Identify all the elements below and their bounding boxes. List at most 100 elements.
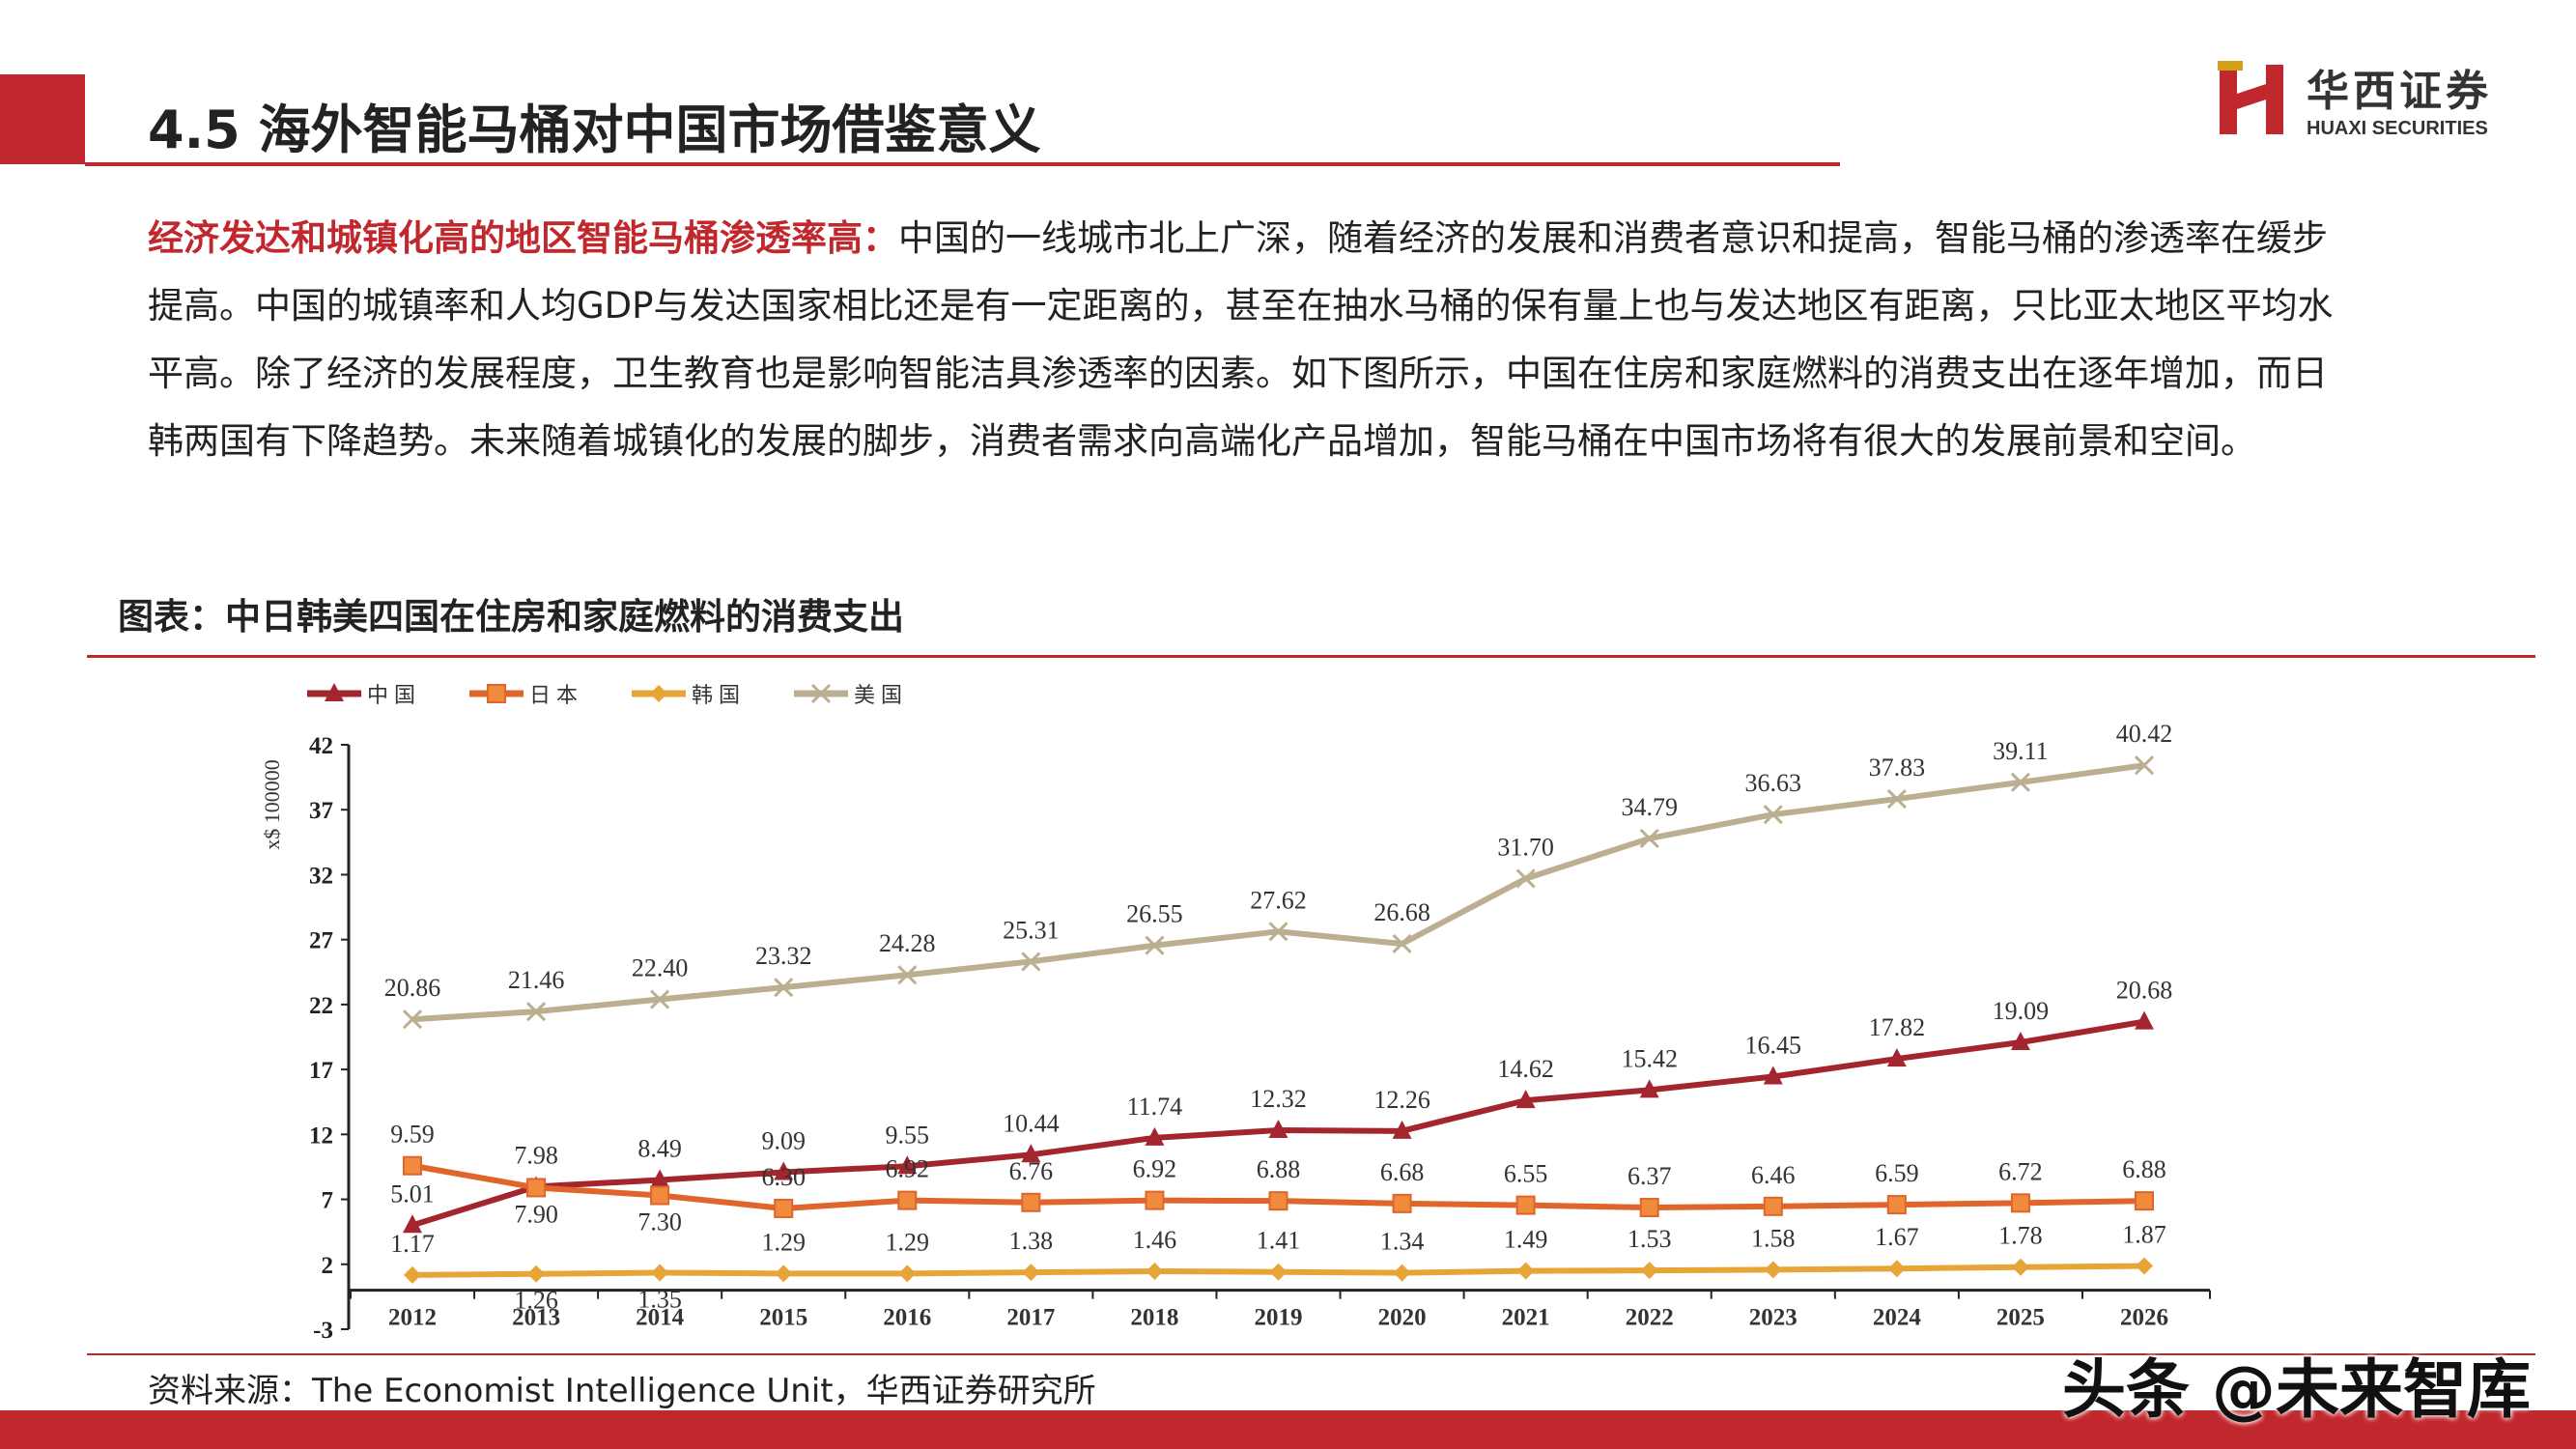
- data-label-0: 10.44: [1003, 1109, 1060, 1137]
- data-point-0: [2135, 1010, 2154, 1030]
- data-label-0: 11.74: [1127, 1093, 1183, 1121]
- data-point-0: [1886, 1048, 1907, 1067]
- data-point-2: [1887, 1260, 1906, 1278]
- watermark: 头条 @未来智库: [2062, 1352, 2531, 1427]
- data-label-1: 6.30: [761, 1163, 806, 1191]
- body-paragraph: 经济发达和城镇化高的地区智能马桶渗透率高：中国的一线城市北上广深，随着经济的发展…: [148, 205, 2350, 475]
- data-label-1: 6.68: [1380, 1158, 1425, 1186]
- data-label-2: 1.46: [1133, 1226, 1177, 1254]
- data-point-0: [1268, 1120, 1288, 1139]
- highlight-text: 经济发达和城镇化高的地区智能马桶渗透率高：: [148, 217, 898, 259]
- title-divider: [85, 162, 1840, 166]
- data-point-3: [1145, 935, 1165, 955]
- caption-divider: [87, 655, 2535, 658]
- data-point-2: [898, 1264, 917, 1283]
- data-label-0: 5.01: [390, 1179, 435, 1208]
- x-tick-label: 2021: [1502, 1305, 1550, 1331]
- data-label-1: 6.88: [1257, 1155, 1301, 1183]
- data-label-0: 20.68: [2116, 977, 2173, 1005]
- x-tick-label: 2012: [388, 1305, 437, 1331]
- data-label-1: 9.59: [390, 1121, 435, 1149]
- x-tick-label: 2023: [1749, 1305, 1798, 1331]
- y-tick-label: 27: [309, 928, 333, 954]
- data-point-2: [1146, 1263, 1164, 1281]
- data-label-3: 25.31: [1003, 916, 1060, 944]
- data-point-2: [2011, 1258, 2029, 1276]
- data-label-3: 27.62: [1250, 886, 1307, 914]
- y-tick-label: 37: [309, 798, 333, 824]
- y-tick-label: 2: [322, 1253, 334, 1279]
- page-title: 4.5 海外智能马桶对中国市场借鉴意义: [148, 99, 1041, 160]
- data-point-1: [1021, 1192, 1041, 1212]
- legend-marker-icon: [487, 684, 506, 703]
- data-label-3: 24.28: [879, 929, 936, 957]
- data-point-0: [650, 1169, 670, 1188]
- data-label-0: 15.42: [1621, 1044, 1678, 1072]
- data-point-3: [2010, 772, 2030, 792]
- data-label-3: 21.46: [508, 966, 565, 994]
- data-label-1: 6.46: [1751, 1161, 1796, 1189]
- logo-cn-text: 华西证券: [2307, 67, 2492, 116]
- data-label-3: 22.40: [632, 954, 689, 982]
- data-label-0: 9.55: [886, 1121, 930, 1149]
- data-label-3: 26.68: [1373, 898, 1430, 926]
- data-point-3: [2134, 755, 2155, 776]
- data-point-2: [1269, 1263, 1288, 1281]
- data-label-1: 6.92: [1133, 1155, 1177, 1183]
- x-tick-label: 2025: [1996, 1305, 2045, 1331]
- x-tick-label: 2022: [1626, 1305, 1674, 1331]
- data-label-2: 1.53: [1628, 1225, 1672, 1253]
- data-label-2: 1.35: [637, 1286, 682, 1314]
- data-point-3: [1763, 805, 1783, 825]
- data-point-1: [1639, 1198, 1659, 1218]
- data-label-0: 14.62: [1497, 1055, 1554, 1083]
- data-point-2: [1764, 1261, 1782, 1279]
- data-point-0: [774, 1161, 794, 1180]
- data-label-0: 7.98: [514, 1141, 558, 1169]
- data-point-1: [2010, 1193, 2030, 1213]
- y-axis-label: x$ 100000: [260, 759, 284, 850]
- data-label-3: 40.42: [2116, 720, 2173, 748]
- source-divider: [87, 1353, 2535, 1355]
- y-tick-label: 12: [309, 1122, 333, 1149]
- data-label-3: 26.55: [1126, 900, 1183, 928]
- data-label-2: 1.58: [1751, 1224, 1796, 1252]
- data-point-3: [402, 1009, 423, 1030]
- data-label-0: 19.09: [1993, 997, 2050, 1025]
- data-point-0: [1392, 1120, 1412, 1139]
- data-point-1: [403, 1155, 422, 1176]
- data-point-1: [1886, 1195, 1907, 1215]
- legend-marker-icon: [650, 685, 667, 702]
- data-label-2: 1.17: [390, 1230, 435, 1258]
- legend-label: 美国: [854, 683, 908, 707]
- data-label-0: 17.82: [1869, 1013, 1926, 1041]
- data-point-2: [2136, 1257, 2153, 1275]
- data-label-2: 1.87: [2122, 1221, 2166, 1249]
- data-label-3: 39.11: [1993, 737, 2049, 765]
- legend-marker-icon: [325, 683, 344, 701]
- logo-en-text: HUAXI SECURITIES: [2307, 118, 2488, 139]
- data-point-0: [1145, 1126, 1165, 1146]
- legend-marker-icon: [810, 683, 832, 704]
- data-label-3: 20.86: [384, 974, 441, 1002]
- data-point-0: [1021, 1144, 1041, 1163]
- data-point-2: [775, 1264, 793, 1283]
- data-point-2: [1516, 1262, 1535, 1280]
- data-point-1: [1763, 1196, 1783, 1216]
- data-label-2: 1.38: [1009, 1227, 1054, 1255]
- data-label-0: 12.26: [1373, 1086, 1430, 1114]
- data-label-1: 6.59: [1875, 1159, 1919, 1187]
- x-tick-label: 2013: [512, 1305, 560, 1331]
- data-label-3: 36.63: [1745, 769, 1802, 797]
- data-label-1: 7.30: [637, 1208, 682, 1236]
- title-accent-block: [0, 74, 85, 164]
- data-label-0: 9.09: [761, 1126, 806, 1154]
- x-tick-label: 2017: [1006, 1305, 1055, 1331]
- data-point-1: [526, 1178, 547, 1198]
- data-label-0: 12.32: [1250, 1085, 1307, 1113]
- data-label-1: 7.90: [514, 1200, 558, 1228]
- data-label-0: 16.45: [1745, 1032, 1802, 1060]
- data-point-3: [1268, 922, 1288, 942]
- x-tick-label: 2019: [1255, 1305, 1303, 1331]
- y-tick-label: 17: [309, 1058, 333, 1084]
